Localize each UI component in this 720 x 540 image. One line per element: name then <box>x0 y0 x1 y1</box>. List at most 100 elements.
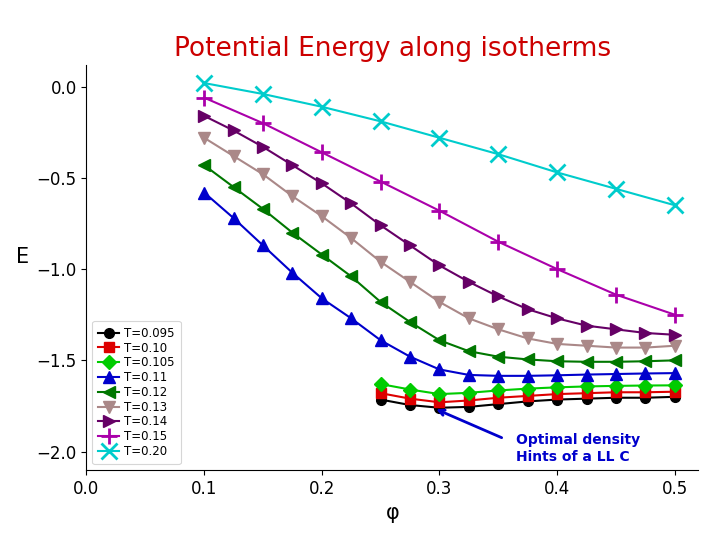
Line: T=0.095: T=0.095 <box>376 392 680 413</box>
T=0.11 <box>553 372 562 379</box>
T=0.13 <box>318 213 326 219</box>
T=0.12 <box>494 354 503 360</box>
T=0.13 <box>258 171 267 178</box>
T=0.12 <box>523 356 532 363</box>
T=0.11 <box>288 269 297 276</box>
Title: Potential Energy along isotherms: Potential Energy along isotherms <box>174 37 611 63</box>
T=0.20 <box>199 80 208 86</box>
T=0.14 <box>318 180 326 187</box>
T=0.12 <box>347 273 356 280</box>
T=0.095 <box>435 404 444 411</box>
T=0.10 <box>612 389 621 395</box>
Line: T=0.10: T=0.10 <box>376 387 680 407</box>
T=0.11 <box>641 370 649 377</box>
T=0.13 <box>435 299 444 305</box>
T=0.10 <box>553 391 562 397</box>
T=0.14 <box>406 242 415 248</box>
T=0.10 <box>406 395 415 402</box>
T=0.12 <box>288 230 297 236</box>
T=0.095 <box>641 395 649 401</box>
T=0.14 <box>553 315 562 322</box>
T=0.15 <box>377 178 385 185</box>
T=0.14 <box>641 330 649 336</box>
T=0.11 <box>464 372 473 378</box>
T=0.11 <box>199 189 208 195</box>
T=0.15 <box>670 312 679 318</box>
T=0.20 <box>494 151 503 158</box>
T=0.20 <box>553 169 562 176</box>
T=0.13 <box>199 134 208 141</box>
T=0.11 <box>435 366 444 373</box>
T=0.11 <box>229 215 238 221</box>
T=0.10 <box>464 397 473 404</box>
T=0.105 <box>406 386 415 393</box>
T=0.13 <box>553 341 562 347</box>
Line: T=0.11: T=0.11 <box>198 186 681 382</box>
T=0.14 <box>582 322 591 329</box>
T=0.12 <box>377 299 385 305</box>
T=0.105 <box>641 382 649 389</box>
Line: T=0.15: T=0.15 <box>197 90 683 322</box>
T=0.11 <box>494 373 503 379</box>
T=0.13 <box>288 193 297 199</box>
T=0.095 <box>464 403 473 410</box>
T=0.14 <box>288 162 297 168</box>
T=0.095 <box>582 395 591 402</box>
Text: Optimal density
Hints of a LL C: Optimal density Hints of a LL C <box>516 433 640 463</box>
T=0.095 <box>612 395 621 401</box>
T=0.15 <box>318 149 326 156</box>
T=0.14 <box>494 293 503 300</box>
T=0.10 <box>670 388 679 395</box>
T=0.11 <box>523 373 532 379</box>
T=0.10 <box>435 399 444 406</box>
T=0.13 <box>670 342 679 349</box>
T=0.12 <box>464 348 473 354</box>
T=0.095 <box>523 398 532 404</box>
T=0.14 <box>229 127 238 134</box>
T=0.11 <box>318 295 326 301</box>
Line: T=0.13: T=0.13 <box>198 132 681 354</box>
T=0.095 <box>406 402 415 408</box>
T=0.12 <box>582 359 591 365</box>
T=0.10 <box>494 395 503 401</box>
T=0.13 <box>641 345 649 351</box>
T=0.12 <box>229 184 238 190</box>
T=0.13 <box>523 335 532 342</box>
T=0.12 <box>318 251 326 258</box>
T=0.13 <box>612 345 621 351</box>
T=0.15 <box>494 239 503 245</box>
T=0.13 <box>377 259 385 265</box>
Line: T=0.20: T=0.20 <box>197 76 683 213</box>
T=0.13 <box>464 315 473 322</box>
T=0.14 <box>199 113 208 119</box>
T=0.14 <box>347 200 356 207</box>
T=0.12 <box>406 319 415 325</box>
T=0.12 <box>641 358 649 365</box>
T=0.14 <box>258 144 267 150</box>
T=0.15 <box>553 266 562 272</box>
T=0.105 <box>582 383 591 390</box>
T=0.14 <box>377 222 385 228</box>
T=0.14 <box>435 262 444 269</box>
T=0.105 <box>553 384 562 390</box>
T=0.10 <box>523 393 532 399</box>
T=0.095 <box>494 401 503 407</box>
T=0.10 <box>377 390 385 396</box>
T=0.14 <box>612 326 621 333</box>
T=0.13 <box>582 342 591 349</box>
T=0.11 <box>258 242 267 248</box>
T=0.14 <box>523 306 532 313</box>
T=0.11 <box>670 370 679 376</box>
T=0.13 <box>406 279 415 285</box>
Line: T=0.105: T=0.105 <box>376 379 680 399</box>
Line: T=0.12: T=0.12 <box>198 159 681 368</box>
T=0.11 <box>406 354 415 360</box>
T=0.20 <box>318 104 326 110</box>
T=0.12 <box>435 337 444 343</box>
T=0.15 <box>199 94 208 101</box>
T=0.20 <box>258 91 267 97</box>
T=0.13 <box>229 153 238 159</box>
X-axis label: φ: φ <box>385 503 400 523</box>
T=0.105 <box>435 391 444 397</box>
T=0.20 <box>435 134 444 141</box>
